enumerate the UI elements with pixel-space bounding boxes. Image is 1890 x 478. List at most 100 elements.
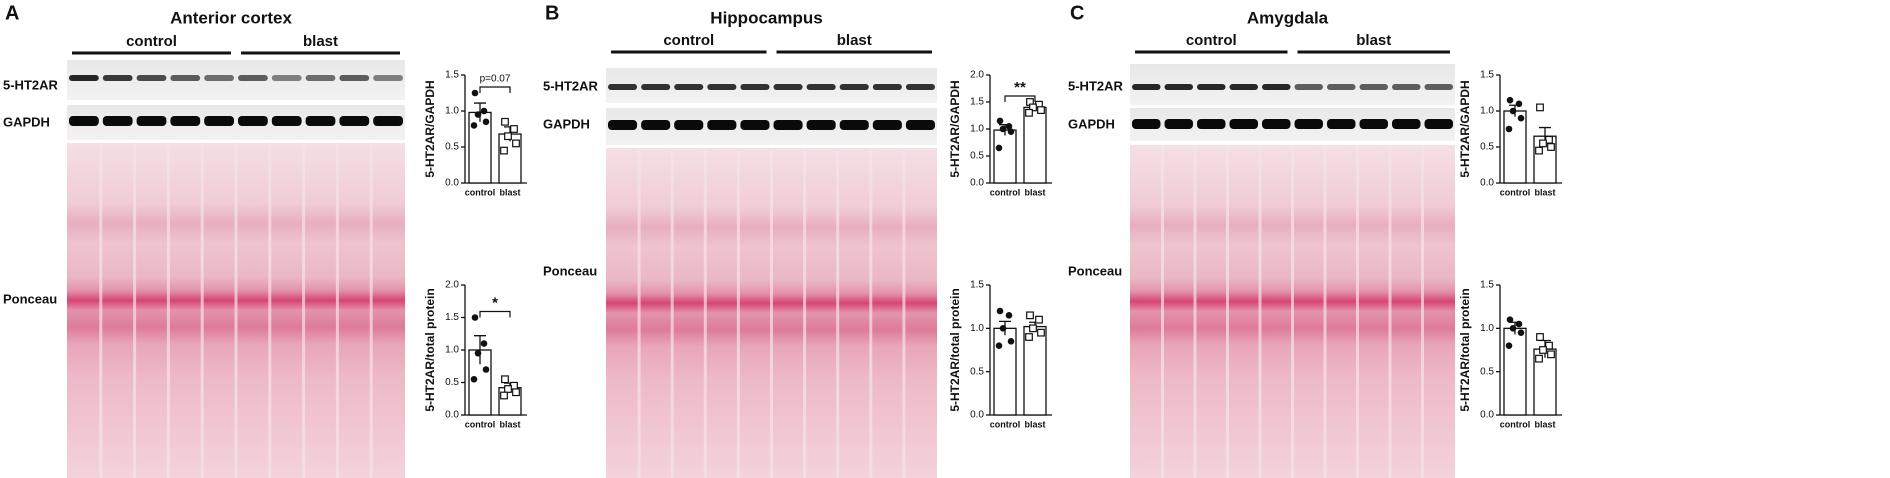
y-tick-label: 1.0: [970, 124, 984, 135]
data-point: [1517, 114, 1525, 122]
band: [1164, 119, 1193, 129]
data-point: [504, 132, 512, 141]
data-point: [995, 342, 1003, 349]
data-point: [1509, 107, 1517, 115]
significance-bracket: [479, 86, 511, 93]
data-point: [1539, 139, 1547, 148]
data-point: [474, 349, 482, 357]
band: [373, 75, 403, 81]
data-point: [1506, 96, 1514, 104]
x-tick-label: blast: [499, 187, 520, 197]
band: [136, 75, 167, 81]
data-point: [501, 117, 509, 126]
group-label: blast: [303, 33, 338, 50]
band: [608, 120, 638, 130]
band: [1294, 84, 1323, 90]
data-point: [999, 325, 1007, 332]
band: [905, 120, 935, 130]
data-point: [471, 89, 479, 97]
band: [1262, 84, 1291, 90]
data-point: [1007, 338, 1015, 345]
band: [305, 75, 336, 81]
y-tick-label: 0.5: [1480, 142, 1494, 153]
data-point: [1037, 106, 1045, 115]
data-point: [1547, 350, 1555, 359]
x-tick-label: control: [990, 187, 1021, 197]
band: [1294, 119, 1323, 129]
band: [271, 116, 302, 126]
band: [806, 84, 836, 90]
band: [170, 116, 201, 126]
data-point: [470, 122, 478, 129]
y-tick-label: 0.0: [970, 410, 984, 421]
significance-label: **: [1014, 79, 1026, 96]
data-point: [500, 146, 508, 155]
data-point: [1035, 315, 1043, 324]
y-tick-label: 1.5: [445, 312, 459, 323]
data-point: [474, 111, 482, 118]
data-point: [482, 118, 490, 126]
data-point: [1536, 333, 1544, 341]
band: [204, 75, 234, 81]
data-point: [512, 139, 520, 148]
data-point: [1025, 108, 1033, 117]
y-axis-label: 5-HT2AR/GAPDH: [423, 80, 437, 177]
x-tick-label: blast: [1024, 187, 1045, 197]
band: [740, 120, 770, 130]
band: [238, 75, 268, 81]
row-label: GAPDH: [3, 114, 50, 129]
row-label: Ponceau: [3, 291, 57, 306]
band: [339, 116, 370, 126]
band: [839, 84, 869, 90]
y-tick-label: 1.0: [445, 345, 459, 356]
band: [271, 75, 302, 81]
band: [839, 120, 869, 130]
band: [1359, 119, 1388, 129]
band: [707, 84, 737, 90]
data-point: [480, 107, 488, 115]
significance-bracket: [479, 310, 511, 318]
x-tick-label: control: [990, 419, 1021, 429]
band: [1392, 84, 1421, 90]
band: [69, 75, 99, 81]
data-point: [1536, 103, 1544, 112]
y-axis-label: 5-HT2AR/total protein: [423, 288, 437, 411]
band: [136, 116, 167, 126]
bar: [1503, 110, 1527, 184]
y-axis-label: 5-HT2AR/total protein: [948, 288, 962, 411]
band: [69, 116, 99, 126]
data-point: [480, 340, 488, 347]
group-label: blast: [1356, 32, 1391, 49]
band: [674, 84, 704, 90]
y-tick-label: 1.5: [445, 70, 459, 81]
data-point: [1029, 103, 1037, 112]
band: [872, 120, 902, 130]
significance-label: *: [492, 294, 498, 311]
data-point: [471, 314, 479, 321]
band: [1132, 119, 1161, 129]
band: [1229, 119, 1258, 129]
band: [1197, 119, 1226, 129]
x-tick-label: blast: [1534, 419, 1555, 429]
band: [641, 120, 671, 130]
band: [1262, 119, 1291, 129]
row-label: 5-HT2AR: [1068, 78, 1124, 93]
band: [238, 116, 268, 126]
band: [707, 120, 737, 130]
data-point: [500, 391, 508, 400]
data-point: [1515, 320, 1523, 328]
panel-title: Anterior cortex: [170, 8, 292, 27]
band: [1327, 84, 1356, 90]
y-tick-label: 1.0: [1480, 323, 1494, 334]
y-tick-label: 1.0: [1480, 106, 1494, 117]
y-tick-label: 1.0: [970, 323, 984, 334]
band: [641, 84, 671, 90]
bar: [1503, 327, 1527, 416]
data-point: [1505, 342, 1513, 349]
y-tick-label: 1.0: [445, 106, 459, 117]
data-point: [999, 125, 1007, 133]
group-label: control: [126, 33, 177, 50]
data-point: [1025, 333, 1033, 341]
band: [806, 120, 836, 130]
